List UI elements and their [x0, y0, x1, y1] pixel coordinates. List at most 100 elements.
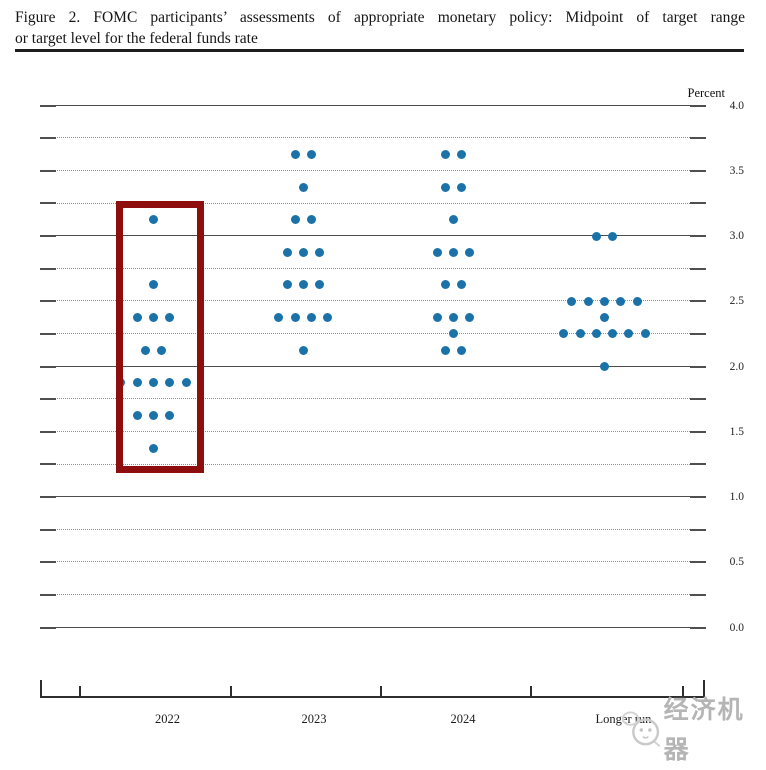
fomc-dot-2023-2.375 [306, 313, 316, 323]
fomc-dot-2024-2.375 [449, 313, 458, 323]
gridline-1.00 [40, 496, 706, 498]
gridline-1.75 [40, 398, 706, 400]
fomc-dot-2023-3.625 [306, 149, 316, 159]
fomc-dot-Longer-run-2 [600, 362, 609, 371]
left-tick-1.25 [40, 463, 56, 466]
left-tick-3.75 [40, 137, 56, 140]
fomc-dot-2024-2.875 [465, 247, 475, 257]
left-tick-0.00 [40, 626, 56, 629]
right-tick-2.50 [690, 300, 706, 303]
fomc-dot-2024-2.125 [440, 345, 450, 355]
y-axis-label-2.0: 2.0 [729, 360, 744, 373]
fomc-dot-2024-3.625 [457, 149, 467, 159]
fomc-dot-2024-2.25 [449, 329, 458, 339]
fomc-dot-2023-3.375 [298, 182, 308, 192]
left-tick-1.50 [40, 430, 56, 433]
fomc-dot-2024-2.125 [457, 345, 467, 355]
fomc-dot-Longer-run-2.25 [640, 329, 650, 339]
gridline-1.50 [40, 430, 706, 432]
left-tick-0.50 [40, 561, 56, 564]
gridline-3.25 [40, 202, 706, 204]
gridline-3.75 [40, 137, 706, 139]
gridline-2.75 [40, 267, 706, 269]
gridline-2.25 [40, 333, 706, 335]
gridline-3.50 [40, 169, 706, 171]
figure-title-line1: Figure 2. FOMC participants’ assessments… [15, 9, 745, 26]
right-tick-1.75 [690, 398, 706, 401]
fomc-dot-Longer-run-2.25 [591, 329, 601, 339]
gridline-2.50 [40, 300, 706, 302]
x-axis-label-2024: 2024 [450, 712, 476, 726]
x-axis-tick-1 [703, 680, 705, 697]
fomc-dot-2022-2.375 [132, 313, 142, 323]
fomc-dot-2023-2.625 [298, 280, 308, 290]
fomc-dot-2024-3.125 [449, 215, 458, 225]
fomc-dot-Longer-run-3 [591, 231, 601, 241]
fomc-dot-2023-2.625 [315, 280, 325, 290]
fomc-dot-2023-2.375 [290, 313, 300, 323]
watermark: 经济机器 [620, 690, 766, 770]
gridline-2.00 [40, 365, 706, 367]
fomc-dot-2022-2.125 [140, 345, 150, 355]
right-tick-0.50 [690, 561, 706, 564]
fomc-dot-Longer-run-2.25 [559, 329, 569, 339]
fomc-dot-2023-3.125 [306, 215, 316, 225]
fomc-dot-2023-3.125 [290, 215, 300, 225]
fomc-dot-2023-2.125 [298, 345, 308, 355]
left-tick-0.25 [40, 593, 56, 596]
y-axis-label-1.5: 1.5 [729, 425, 744, 438]
right-tick-1.00 [690, 496, 706, 498]
gridline-3.00 [40, 235, 706, 237]
right-tick-1.25 [690, 463, 706, 466]
y-axis-label-4.0: 4.0 [729, 99, 744, 112]
fomc-dot-2023-2.875 [315, 247, 325, 257]
fomc-dot-Longer-run-2.5 [632, 296, 642, 306]
left-tick-3.25 [40, 202, 56, 205]
fomc-dot-Longer-run-2.5 [583, 296, 593, 306]
x-axis-tick-4 [380, 686, 382, 697]
left-tick-4.00 [40, 104, 56, 107]
fomc-dot-2024-3.625 [440, 149, 450, 159]
fomc-dot-2024-2.625 [457, 280, 467, 290]
fomc-dot-Longer-run-2.5 [600, 296, 609, 306]
fomc-dot-2023-2.875 [298, 247, 308, 257]
fomc-dot-2022-2.375 [149, 313, 158, 323]
figure-title: Figure 2. FOMC participants’ assessments… [15, 7, 745, 49]
right-tick-3.25 [690, 202, 706, 205]
fomc-dot-Longer-run-2.25 [575, 329, 585, 339]
fomc-dot-2024-3.375 [440, 182, 450, 192]
fomc-dot-2023-2.875 [282, 247, 292, 257]
fomc-dot-2024-3.375 [457, 182, 467, 192]
left-tick-2.00 [40, 365, 56, 368]
dot-plot-chart: Percent 4.0 3.5 3.0 2.5 2.0 1.5 1.0 0.5 0.0 2022… [39, 86, 744, 764]
fomc-dot-2022-2.625 [149, 280, 158, 290]
x-axis-line [40, 696, 704, 698]
fomc-dot-2023-2.375 [323, 313, 333, 323]
y-axis-label-0.5: 0.5 [729, 556, 744, 569]
gridline-4.00 [40, 104, 706, 106]
fomc-dot-2022-3.125 [149, 215, 158, 225]
left-tick-2.25 [40, 332, 56, 335]
fomc-dot-2024-2.625 [440, 280, 450, 290]
fomc-dot-Longer-run-2.5 [567, 296, 577, 306]
left-tick-2.75 [40, 267, 56, 270]
fomc-dot-2022-1.875 [181, 378, 191, 388]
fomc-dot-2024-2.875 [432, 247, 442, 257]
left-tick-1.00 [40, 496, 56, 498]
right-tick-3.50 [690, 169, 706, 172]
watermark-text: 经济机器 [663, 695, 745, 764]
y-axis-label-0.0: 0.0 [729, 621, 744, 634]
fomc-dot-2024-2.875 [449, 247, 458, 257]
fomc-dot-2022-1.875 [165, 378, 175, 388]
watermark-logo-icon [621, 711, 661, 747]
left-tick-3.50 [40, 169, 56, 172]
fomc-dot-2022-2.125 [157, 345, 167, 355]
right-tick-2.25 [690, 332, 706, 335]
fomc-dot-Longer-run-3 [608, 231, 618, 241]
gridline-0.50 [40, 561, 706, 563]
y-axis-label-2.5: 2.5 [729, 295, 744, 308]
x-axis-tick-2 [79, 686, 81, 697]
x-axis-tick-6 [681, 686, 684, 697]
fomc-dot-Longer-run-2.25 [608, 329, 618, 339]
fomc-dot-Longer-run-2.5 [616, 296, 626, 306]
